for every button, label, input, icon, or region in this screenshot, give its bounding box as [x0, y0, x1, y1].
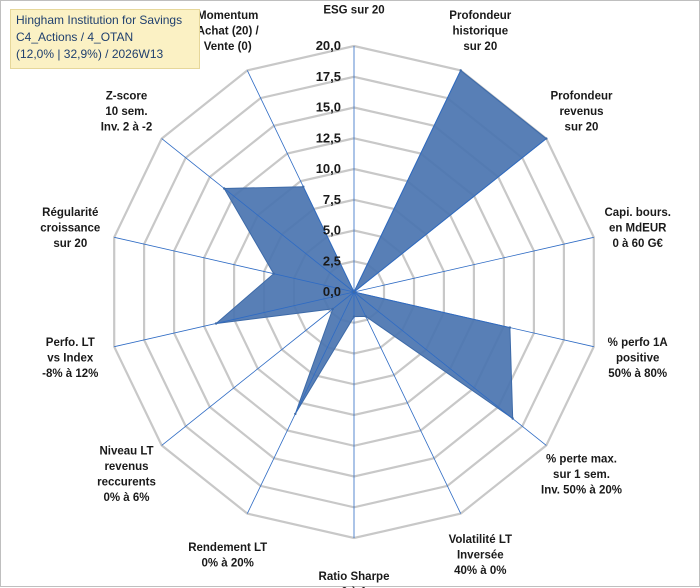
axis-label-2: revenus [559, 106, 603, 118]
axis-spoke-5 [353, 291, 547, 446]
chart-title: Hingham Institution for Savings [16, 13, 183, 27]
axis-label-4: positive [616, 352, 659, 364]
axis-spoke-1 [353, 70, 462, 293]
data-point-11 [272, 272, 275, 275]
data-point-8 [294, 412, 297, 416]
axis-label-9: Niveau LT [99, 446, 153, 458]
axis-label-5: Inv. 50% à 20% [541, 484, 622, 496]
axis-label-10: Perfo. LT [46, 337, 95, 349]
axis-label-3: Capi. bours. [604, 207, 670, 219]
axis-label-4: % perfo 1A [608, 337, 668, 349]
axis-label-2: Profondeur [551, 91, 613, 103]
axis-label-13: Momentum [197, 10, 258, 22]
axis-label-6: 40% à 0% [454, 565, 506, 577]
axis-label-1: sur 20 [463, 41, 497, 53]
axis-spoke-9 [161, 291, 355, 446]
data-point-6 [364, 315, 367, 318]
axis-label-12: 10 sem. [105, 106, 147, 118]
axis-label-9: 0% à 6% [103, 492, 149, 504]
data-point-13 [302, 185, 305, 188]
data-point-7 [352, 315, 356, 318]
tick-label: 20,0 [316, 38, 341, 53]
axis-label-13: Vente (0) [204, 41, 252, 53]
axis-spoke-8 [246, 291, 355, 514]
tick-label: 2,5 [323, 253, 341, 268]
data-point-12 [223, 187, 226, 190]
axis-label-1: historique [453, 25, 509, 37]
tick-label: 10,0 [316, 161, 341, 176]
tick-label: 12,5 [316, 130, 341, 145]
data-point-10 [214, 322, 218, 325]
axis-label-11: sur 20 [53, 238, 87, 250]
data-point-9 [331, 307, 334, 311]
axis-label-8: Rendement LT [188, 542, 267, 554]
axis-label-11: Régularité [42, 207, 98, 219]
tick-label: 17,5 [316, 69, 341, 84]
axis-label-8: 0% à 20% [201, 557, 253, 569]
data-point-2 [545, 137, 548, 140]
axis-label-10: vs Index [47, 352, 94, 364]
axis-spoke-3 [353, 236, 594, 293]
axis-label-11: croissance [40, 223, 100, 235]
axis-label-13: Achat (20) / [197, 25, 260, 37]
tick-label: 7,5 [323, 192, 341, 207]
axis-label-1: Profondeur [449, 10, 511, 22]
data-point-4 [508, 326, 512, 329]
axis-spoke-12 [161, 138, 355, 293]
tick-label: 5,0 [323, 223, 341, 238]
axis-label-3: 0 à 60 G€ [612, 238, 663, 250]
chart-stats: (12,0% | 32,9%) / 2026W13 [16, 47, 164, 61]
data-point-1 [459, 69, 462, 72]
axis-label-0: ESG sur 20 [323, 4, 384, 16]
axis-label-5: sur 1 sem. [553, 469, 610, 481]
axis-label-7: Ratio Sharpe [319, 571, 390, 583]
tick-label: 0,0 [323, 284, 341, 299]
axis-spoke-10 [114, 291, 355, 348]
axis-label-4: 50% à 80% [608, 368, 667, 380]
axis-label-6: Inversée [457, 550, 504, 562]
axis-label-6: Volatilité LT [449, 534, 512, 546]
chart-title-box: Hingham Institution for Savings C4_Actio… [10, 9, 200, 69]
axis-spoke-2 [353, 138, 547, 293]
axis-spoke-11 [114, 236, 355, 293]
data-point-5 [511, 417, 514, 420]
data-point-3 [352, 290, 356, 294]
axis-spoke-13 [246, 70, 355, 293]
axis-label-2: sur 20 [565, 122, 599, 134]
axis-label-12: Z-score [106, 91, 148, 103]
axis-label-5: % perte max. [546, 453, 617, 465]
axis-spoke-4 [353, 291, 594, 348]
chart-subtitle: C4_Actions / 4_OTAN [16, 30, 134, 44]
axis-label-10: -8% à 12% [42, 368, 98, 380]
axis-label-3: en MdEUR [609, 223, 667, 235]
axis-label-9: revenus [104, 461, 148, 473]
tick-label: 15,0 [316, 100, 341, 115]
axis-label-9: reccurents [97, 477, 156, 489]
axis-spoke-6 [353, 291, 462, 514]
axis-label-12: Inv. 2 à -2 [101, 122, 153, 134]
